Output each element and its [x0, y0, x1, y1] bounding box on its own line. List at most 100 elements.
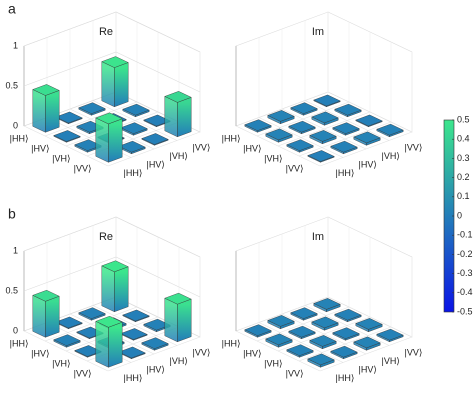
bar-face	[108, 118, 123, 163]
bar	[78, 307, 106, 321]
bar	[55, 316, 83, 330]
bar-top	[265, 333, 293, 346]
bar	[164, 91, 192, 138]
floor-grid	[92, 100, 178, 141]
panel-label: b	[8, 206, 16, 222]
bar	[32, 84, 60, 133]
bar	[120, 122, 148, 136]
bar-top	[286, 139, 314, 151]
bar-top	[141, 337, 169, 349]
grid-line	[23, 11, 201, 53]
bar-top	[355, 114, 383, 127]
bar	[313, 94, 341, 108]
bar-top	[244, 324, 272, 336]
bar	[120, 328, 148, 341]
bar	[101, 260, 129, 313]
colorbar-tick-label: -0.1	[457, 230, 473, 240]
bar-top	[118, 346, 146, 359]
bar-top	[78, 307, 106, 319]
bar-top	[353, 131, 381, 144]
bar-face	[45, 295, 60, 338]
bar-face	[95, 320, 109, 368]
bar	[78, 102, 106, 116]
floor-grid	[327, 91, 413, 133]
chart-title: Re	[99, 231, 113, 243]
bar	[332, 327, 360, 341]
colorbar-tick-label: -0.5	[457, 306, 473, 316]
bar-top	[311, 316, 339, 329]
floor-grid	[298, 326, 392, 362]
floor-grid	[304, 100, 390, 141]
z-tick-label: 1	[13, 40, 18, 50]
column-label: |VV⟩	[405, 143, 423, 153]
bar	[376, 123, 404, 138]
floor-grid	[281, 313, 367, 355]
bar	[355, 114, 383, 128]
column-label: |HH⟩	[124, 373, 143, 383]
panel: |HH⟩|HV⟩|VH⟩|VV⟩ |HH⟩|HV⟩|VH⟩|VV⟩Im	[222, 216, 422, 383]
bar-face	[114, 62, 129, 108]
floor-grid	[327, 296, 413, 338]
bar-top	[32, 84, 60, 96]
row-label: |VH⟩	[264, 153, 282, 163]
bar	[244, 119, 272, 133]
bar	[355, 318, 383, 333]
floor-grid	[319, 131, 413, 167]
bar-face	[101, 61, 115, 108]
row-label: |HV⟩	[243, 348, 261, 358]
chart-title: Im	[312, 26, 324, 38]
chart-title: Im	[312, 231, 324, 243]
row-label: |VV⟩	[286, 163, 304, 173]
bar	[32, 289, 60, 338]
bar-top	[313, 94, 341, 107]
z-tick-label: 0.5	[5, 80, 18, 90]
floor-grid	[281, 108, 367, 150]
bar-top	[267, 315, 295, 327]
colorbar-tick-label: 0.5	[457, 114, 470, 124]
bar-top	[101, 260, 129, 273]
bar-top	[290, 102, 318, 114]
column-label: |HH⟩	[336, 373, 355, 383]
row-label: |HV⟩	[31, 143, 49, 153]
column-label: |HH⟩	[336, 168, 355, 178]
colorbar-tick-label: -0.2	[457, 249, 473, 259]
bar-top	[288, 120, 316, 133]
bar-top	[332, 327, 360, 339]
row-label: |HV⟩	[243, 143, 261, 153]
bar	[288, 325, 316, 340]
bar-face	[101, 265, 115, 313]
bar-top	[78, 102, 106, 114]
bar-top	[122, 309, 150, 322]
bar	[53, 334, 81, 348]
bar	[164, 292, 192, 343]
bar-top	[332, 122, 360, 134]
bar-face	[108, 321, 123, 368]
bar-top	[307, 150, 335, 162]
row-label: |VH⟩	[264, 358, 282, 368]
bar-face	[95, 117, 109, 163]
column-label: |HV⟩	[359, 160, 377, 170]
bar	[244, 324, 272, 338]
row-label: |HV⟩	[31, 348, 49, 358]
bar-face	[177, 97, 192, 138]
bar-top	[55, 111, 83, 124]
column-label: |HV⟩	[147, 160, 165, 170]
bar-top	[330, 345, 358, 358]
bar-top	[376, 328, 404, 341]
bar-top	[376, 123, 404, 136]
bar	[55, 111, 83, 125]
bar	[330, 345, 358, 360]
column-label: |HV⟩	[359, 365, 377, 375]
colorbar-tick-label: -0.4	[457, 287, 473, 297]
bar-top	[118, 140, 146, 153]
row-label: |HH⟩	[222, 133, 241, 143]
bar	[311, 316, 339, 331]
bar	[122, 309, 150, 323]
bar	[290, 307, 318, 321]
row-label: |VV⟩	[74, 163, 92, 173]
bar-top	[334, 103, 362, 116]
column-label: |VH⟩	[382, 151, 400, 161]
row-label: |VV⟩	[74, 368, 92, 378]
bar	[334, 308, 362, 323]
